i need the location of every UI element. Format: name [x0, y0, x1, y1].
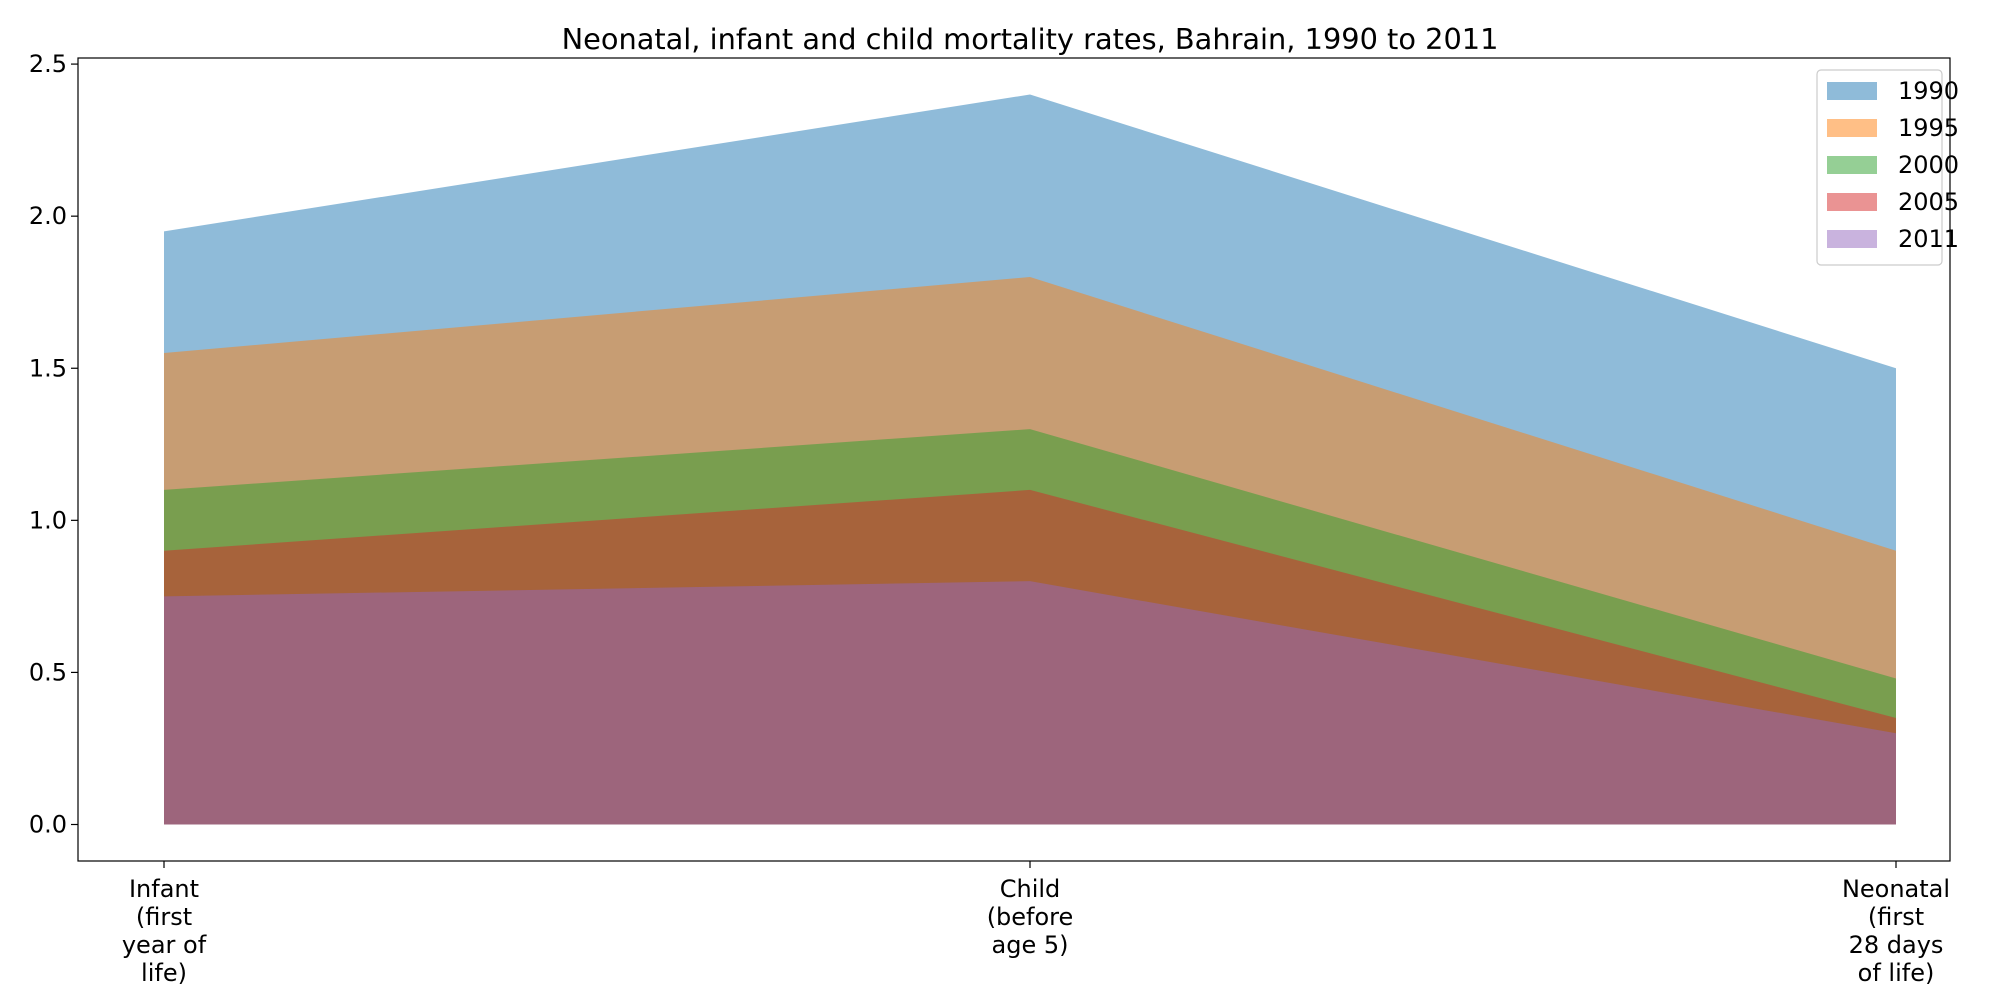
y-tick-label-3: 1.5: [29, 354, 67, 382]
legend-swatch-2005: [1827, 193, 1877, 211]
chart-title: Neonatal, infant and child mortality rat…: [562, 22, 1499, 56]
x-tick-label-2: Neonatal (first 28 days of life): [1842, 875, 1950, 987]
legend-label-2005: 2005: [1898, 188, 1959, 216]
x-tick-label-1: Child (before age 5): [987, 875, 1074, 959]
plot-frame: [77, 57, 1951, 862]
legend-swatch-1990: [1827, 82, 1877, 100]
legend: 1990 1995 2000 2005 2011: [1816, 69, 1959, 266]
legend-label-1995: 1995: [1898, 114, 1959, 142]
legend-swatch-2011: [1827, 230, 1877, 248]
y-tick-label-1: 0.5: [29, 658, 67, 686]
legend-swatch-1995: [1827, 119, 1877, 137]
legend-swatch-2000: [1827, 156, 1877, 174]
legend-label-2000: 2000: [1898, 151, 1959, 179]
legend-label-2011: 2011: [1898, 225, 1959, 253]
legend-label-1990: 1990: [1898, 77, 1959, 105]
series-areas: [164, 94, 1896, 825]
y-tick-label-2: 1.0: [29, 506, 67, 534]
x-axis: Infant (first year of life) Child (before age …: [122, 861, 1950, 987]
y-tick-label-0: 0.0: [29, 811, 67, 839]
y-tick-label-4: 2.0: [29, 202, 67, 230]
y-tick-label-5: 2.5: [29, 50, 67, 78]
y-axis: 0.0 0.5 1.0 1.5 2.0 2.5: [29, 50, 78, 839]
legend-box: [1816, 69, 1943, 266]
area-series-2011: [164, 581, 1896, 825]
x-tick-label-0: Infant (first year of life): [122, 875, 207, 987]
